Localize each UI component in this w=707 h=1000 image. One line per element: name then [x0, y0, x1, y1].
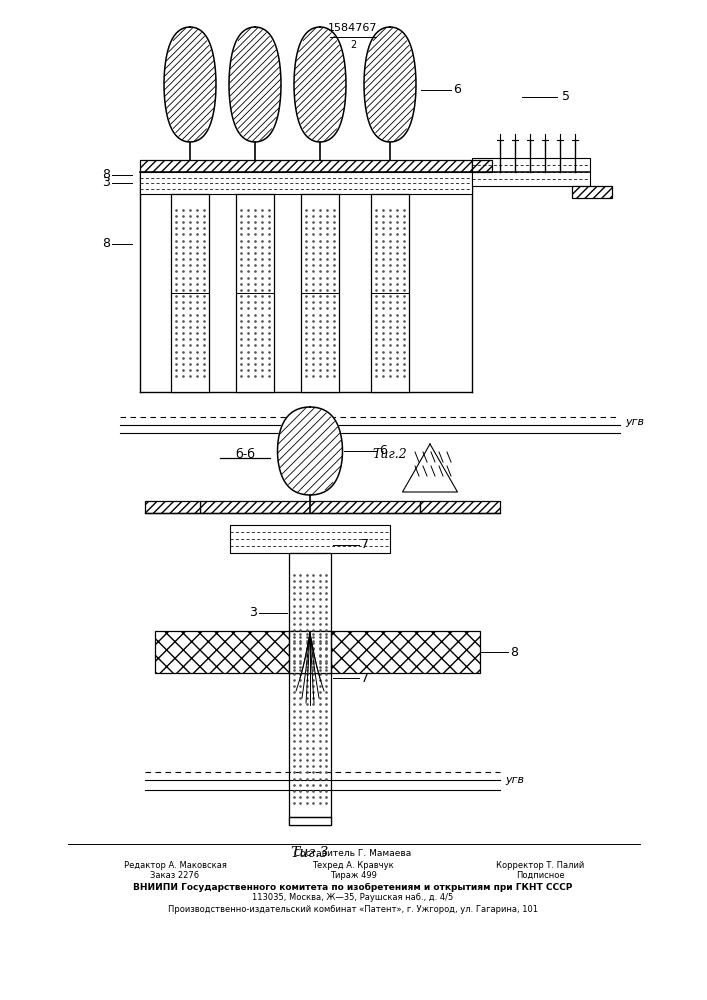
- Text: Составитель Г. Мамаева: Составитель Г. Мамаева: [294, 850, 411, 858]
- Text: 8: 8: [510, 646, 518, 658]
- Bar: [472, 158, 590, 186]
- Bar: [301, 194, 339, 392]
- Text: 8: 8: [102, 168, 110, 182]
- Text: Подписное: Подписное: [515, 870, 564, 880]
- Text: б-б: б-б: [235, 448, 255, 460]
- Text: Редактор А. Маковская: Редактор А. Маковская: [124, 860, 226, 869]
- Text: угв: угв: [505, 775, 524, 785]
- Bar: [371, 194, 409, 392]
- Bar: [230, 525, 390, 553]
- Text: ВНИИПИ Государственного комитета по изобретениям и открытиям при ГКНТ СССР: ВНИИПИ Государственного комитета по изоб…: [134, 882, 573, 892]
- Text: 8: 8: [102, 237, 110, 250]
- Text: Τиг.3: Τиг.3: [291, 846, 329, 860]
- Polygon shape: [229, 27, 281, 142]
- Text: Τиг.2: Τиг.2: [373, 448, 407, 460]
- Text: 7: 7: [361, 538, 369, 552]
- Text: 2: 2: [350, 40, 356, 50]
- Text: Техред А. Кравчук: Техред А. Кравчук: [312, 860, 394, 869]
- Bar: [289, 817, 331, 825]
- Text: угв: угв: [625, 417, 644, 427]
- Bar: [140, 160, 472, 172]
- Text: Корректор Т. Палий: Корректор Т. Палий: [496, 860, 584, 869]
- Bar: [200, 501, 420, 513]
- Bar: [420, 501, 500, 513]
- Bar: [289, 631, 331, 673]
- Text: 1584767: 1584767: [328, 23, 378, 33]
- Bar: [171, 194, 209, 392]
- Text: Заказ 2276: Заказ 2276: [151, 870, 199, 880]
- Polygon shape: [294, 27, 346, 142]
- Bar: [289, 553, 331, 825]
- Text: 113035, Москва, Ж—35, Раушская наб., д. 4/5: 113035, Москва, Ж—35, Раушская наб., д. …: [252, 894, 454, 902]
- Text: Производственно-издательский комбинат «Патент», г. Ужгород, ул. Гагарина, 101: Производственно-издательский комбинат «П…: [168, 904, 538, 914]
- Text: 6: 6: [453, 83, 461, 96]
- Text: 5: 5: [562, 91, 570, 104]
- Polygon shape: [278, 407, 342, 495]
- Text: 3: 3: [249, 606, 257, 619]
- Bar: [140, 172, 472, 194]
- Bar: [145, 501, 200, 513]
- Text: 6: 6: [380, 444, 387, 458]
- Bar: [236, 194, 274, 392]
- Bar: [572, 186, 612, 198]
- Polygon shape: [164, 27, 216, 142]
- Bar: [472, 160, 492, 172]
- Text: 7: 7: [361, 672, 369, 684]
- Bar: [155, 631, 480, 673]
- Text: Тираж 499: Тираж 499: [329, 870, 376, 880]
- Text: 3: 3: [102, 176, 110, 190]
- Polygon shape: [364, 27, 416, 142]
